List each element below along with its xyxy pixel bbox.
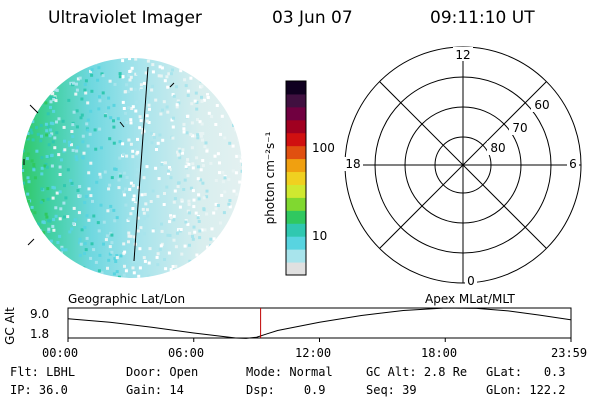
lat-70: 70 [512,121,527,135]
colorbar-band [286,210,306,224]
lat-60: 60 [534,98,549,112]
flt-field: Flt: LBHL [10,365,76,379]
ip-field: IP: 36.0 [10,383,68,397]
xtick-4: 23:59 [551,346,588,360]
altitude-chart: GC Alt 9.0 1.8 [3,307,572,345]
dsp-field: Dsp: 0.9 [246,383,326,397]
colorbar-band [286,106,306,121]
xtick-3: 18:00 [421,346,458,360]
colorbar-band [286,158,306,173]
door-field: Door: Open [126,365,199,379]
polar-label: Apex MLat/MLT [425,292,515,306]
colorbar-band [286,132,306,147]
time-label: 09:11:10 UT [430,8,535,28]
colorbar-band [286,81,306,95]
series-line [67,307,571,339]
colorbar-band [286,119,306,134]
seq-field: Seq: 39 [366,383,417,397]
chart-frame [67,307,572,339]
xtick-0: 00:00 [42,346,79,360]
colorbar-band [286,93,306,108]
mode-field: Mode: Normal [246,365,333,379]
glat-field: GLat: 0.3 [486,365,566,379]
xtick-1: 06:00 [168,346,205,360]
mlt-18: 18 [345,157,360,171]
chart-ylabel: GC Alt [3,307,17,345]
colorbar-tick-100: 100 [312,141,335,155]
colorbar-tick-10: 10 [312,229,328,243]
mlt-12: 12 [455,48,470,62]
colorbar-label: photon cm⁻²s⁻¹ [264,131,277,224]
colorbar-band [286,262,306,276]
geo-image [22,58,242,278]
colorbar-band [286,145,306,160]
mlt-6: 6 [569,157,577,171]
ytick-top: 9.0 [30,307,49,321]
gcalt-field: GC Alt: 2.8 Re [366,365,468,379]
date-label: 03 Jun 07 [272,8,353,28]
terminator-line [133,66,149,262]
colorbar-band [286,249,306,263]
colorbar-band [286,171,306,185]
gain-field: Gain: 14 [126,383,184,397]
ytick-bottom: 1.8 [30,327,49,341]
mlt-0: 0 [467,274,475,288]
xtick-2: 12:00 [295,346,332,360]
glon-field: GLon: 122.2 [486,383,566,397]
colorbar-band [286,236,306,250]
app-title: Ultraviolet Imager [48,8,202,28]
colorbar-band [286,197,306,211]
colorbar-band [286,223,306,237]
geo-label: Geographic Lat/Lon [68,292,186,306]
polar-grid: 12 0 18 6 60 70 80 [343,46,582,288]
colorbar-band [286,184,306,198]
colorbar: photon cm⁻²s⁻¹ [264,80,307,276]
lat-80: 80 [490,141,505,155]
